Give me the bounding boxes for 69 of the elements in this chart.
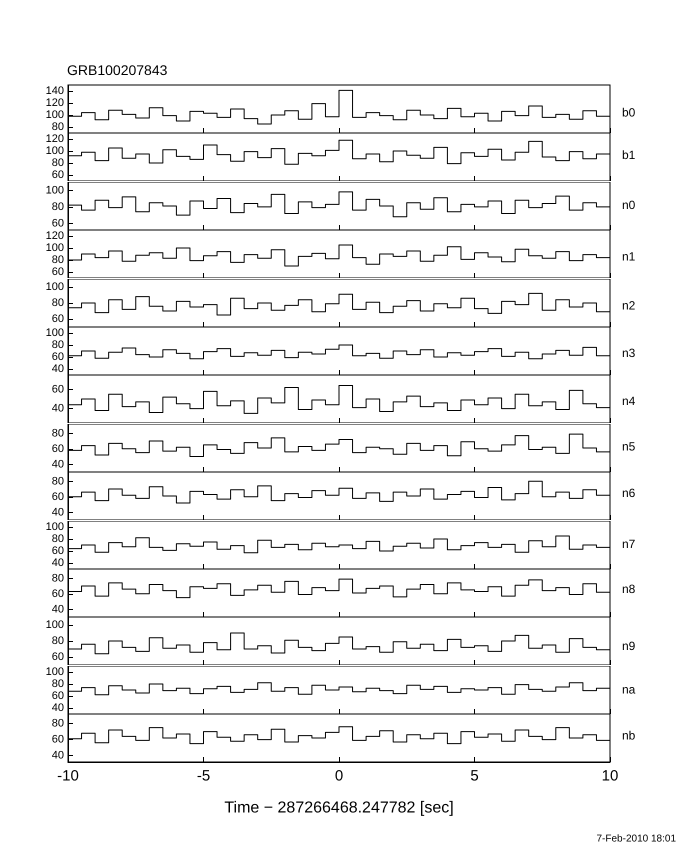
x-tick-label: 0 <box>334 768 344 785</box>
y-tick-label: 60 <box>52 384 64 396</box>
y-tick-label: 80 <box>52 157 64 170</box>
series-label: n5 <box>622 439 636 454</box>
y-tick-label: 80 <box>52 254 64 266</box>
series-label: na <box>622 682 636 696</box>
y-tick-label: 80 <box>52 635 64 648</box>
series-label: n2 <box>622 298 636 312</box>
text: 7-Feb-2010 18:01 <box>596 834 676 845</box>
series-label: b1 <box>622 148 636 163</box>
series-label: n8 <box>622 582 636 596</box>
series-label: nb <box>622 728 636 743</box>
y-tick-label: 80 <box>52 532 64 545</box>
series-label: n9 <box>622 639 636 654</box>
y-tick-label: 100 <box>46 280 64 293</box>
y-tick-label: 60 <box>52 490 64 503</box>
y-tick-label: 40 <box>52 402 64 415</box>
y-tick-label: 80 <box>52 121 64 133</box>
y-tick-label: 100 <box>46 666 64 678</box>
chart-title: GRB100207843 <box>67 62 168 78</box>
y-tick-label: 40 <box>52 458 64 470</box>
x-axis-title: Time − 287266468.247782 [sec] <box>224 800 454 817</box>
y-tick-label: 100 <box>46 184 64 196</box>
y-tick-label: 60 <box>52 588 64 600</box>
y-tick-label: 40 <box>52 556 64 569</box>
y-tick-label: 60 <box>52 544 64 557</box>
x-tick-label: 10 <box>602 768 618 785</box>
y-tick-label: 80 <box>52 475 64 488</box>
y-tick-label: 80 <box>52 572 64 584</box>
y-tick-label: 40 <box>52 603 64 616</box>
y-tick-label: 100 <box>46 619 64 632</box>
y-tick-label: 100 <box>46 242 64 254</box>
y-tick-label: 100 <box>46 326 64 339</box>
y-tick-label: 120 <box>46 97 64 109</box>
y-tick-label: 60 <box>52 734 64 746</box>
y-tick-label: 80 <box>52 296 64 309</box>
x-tick-label: -10 <box>57 768 79 785</box>
y-tick-label: 60 <box>52 312 64 325</box>
y-tick-label: 80 <box>52 200 64 213</box>
series-label: n1 <box>622 250 636 264</box>
y-tick-label: 120 <box>46 230 64 242</box>
y-tick-label: 40 <box>52 362 64 375</box>
y-tick-label: 100 <box>46 520 64 533</box>
y-tick-label: 100 <box>46 145 64 158</box>
y-tick-label: 60 <box>52 350 64 363</box>
y-tick-label: 60 <box>52 651 64 664</box>
series-label: n7 <box>622 536 636 550</box>
y-tick-label: 60 <box>52 169 64 182</box>
x-tick-label: 5 <box>470 768 479 785</box>
series-label: n6 <box>622 486 636 500</box>
y-tick-label: 40 <box>52 750 64 762</box>
y-tick-label: 140 <box>46 85 64 97</box>
y-tick-label: 80 <box>52 427 64 440</box>
series-label: n0 <box>622 198 636 212</box>
y-tick-label: 80 <box>52 678 64 690</box>
series-label: n4 <box>622 394 636 408</box>
series-label: n3 <box>622 346 636 360</box>
y-tick-label: 60 <box>52 266 64 278</box>
y-tick-label: 120 <box>46 133 64 146</box>
series-label: b0 <box>622 106 636 120</box>
y-tick-label: 60 <box>52 217 64 230</box>
y-tick-label: 40 <box>52 702 64 714</box>
y-tick-label: 60 <box>52 690 64 702</box>
y-tick-label: 80 <box>52 338 64 351</box>
x-tick-label: -5 <box>196 768 210 785</box>
y-tick-label: 60 <box>52 442 64 455</box>
y-tick-label: 40 <box>52 506 64 518</box>
y-tick-label: 100 <box>46 109 64 121</box>
y-tick-label: 80 <box>52 718 64 730</box>
